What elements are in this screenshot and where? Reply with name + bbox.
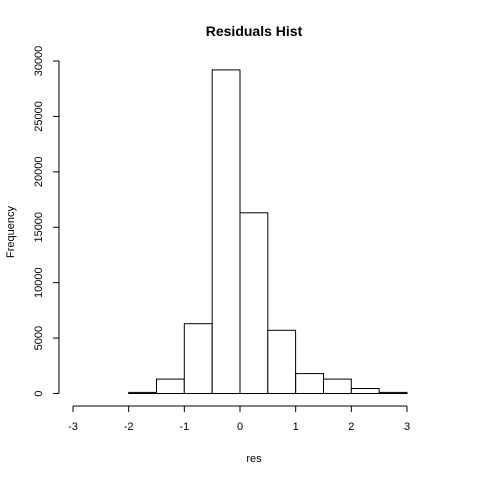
x-tick-label-2: -1 xyxy=(179,421,189,433)
x-tick-label-5: 2 xyxy=(348,421,354,433)
histogram-bar-1 xyxy=(156,378,185,395)
y-tick-label-5: 25000 xyxy=(33,101,45,132)
y-tick-label-4: 20000 xyxy=(33,157,45,188)
histogram-bar-2 xyxy=(183,323,213,395)
y-tick-label-1: 5000 xyxy=(33,326,45,350)
histogram-bar-7 xyxy=(323,378,352,395)
y-axis-title: Frequency xyxy=(5,206,17,258)
histogram-bar-4 xyxy=(239,212,269,394)
histogram-bar-5 xyxy=(267,329,297,394)
y-tick-label-0: 0 xyxy=(33,390,45,396)
histogram-bar-9 xyxy=(378,391,408,394)
x-axis: -3 -2 -1 0 1 2 3 xyxy=(68,405,410,433)
x-tick-label-6: 3 xyxy=(404,421,410,433)
y-tick-label-2: 10000 xyxy=(33,267,45,298)
chart-title: Residuals Hist xyxy=(206,23,303,39)
histogram-bar-6 xyxy=(295,373,325,395)
y-axis: 0 5000 10000 15000 20000 25000 30000 xyxy=(33,46,60,397)
y-tick-label-6: 30000 xyxy=(33,46,45,77)
histogram-bar-3 xyxy=(211,69,241,395)
x-tick-label-1: -2 xyxy=(124,421,134,433)
histogram-bar-8 xyxy=(350,388,380,394)
x-tick-label-4: 1 xyxy=(293,421,299,433)
x-tick-label-0: -3 xyxy=(68,421,78,433)
y-tick-label-3: 15000 xyxy=(33,212,45,243)
histogram-bar-0 xyxy=(128,391,157,394)
x-axis-title: res xyxy=(246,453,262,465)
bars-group xyxy=(128,69,408,395)
x-tick-label-3: 0 xyxy=(237,421,243,433)
